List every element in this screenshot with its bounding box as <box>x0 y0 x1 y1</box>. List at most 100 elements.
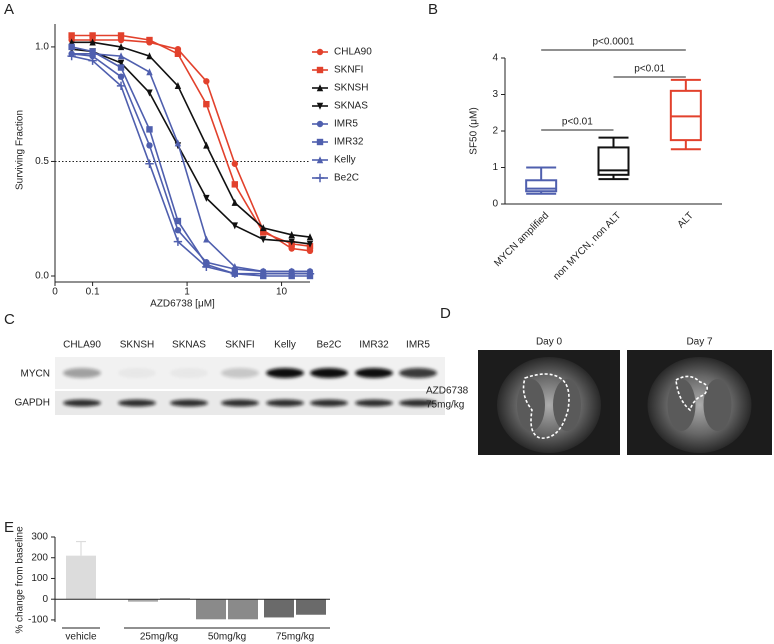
x-tick-label: 1 <box>184 287 190 298</box>
blot-band <box>399 368 437 378</box>
data-point <box>288 238 295 246</box>
y-tick-label: 0 <box>492 199 498 210</box>
y-tick-label: 0.5 <box>35 156 49 167</box>
blot-band <box>63 399 101 407</box>
legend-marker <box>315 173 325 183</box>
blot-band <box>221 368 259 378</box>
legend-marker <box>316 102 324 110</box>
data-point <box>146 89 153 97</box>
y-tick-label: 0.0 <box>35 271 49 282</box>
data-point <box>203 141 210 149</box>
legend-label: IMR5 <box>334 119 358 130</box>
timepoint-label: Day 7 <box>686 337 713 348</box>
data-point <box>260 224 267 232</box>
bar <box>296 599 326 615</box>
series-line <box>71 39 311 252</box>
data-point <box>203 194 210 202</box>
data-point <box>146 36 153 44</box>
data-point <box>231 198 239 206</box>
data-point <box>230 269 240 278</box>
x-tick-label: 50mg/kg <box>208 632 246 643</box>
y-tick-label: -100 <box>28 615 48 626</box>
y-tick-label: 1 <box>492 162 498 173</box>
data-point <box>231 181 239 188</box>
data-point <box>259 269 268 278</box>
lane-label: IMR5 <box>406 340 430 351</box>
y-axis-label: SF50 (μM) <box>469 107 480 154</box>
treatment-label: AZD6738 <box>426 386 469 397</box>
legend-label: SKNSH <box>334 83 368 94</box>
data-point <box>67 51 76 61</box>
legend-label: Be2C <box>334 173 359 184</box>
data-point <box>68 43 75 51</box>
data-point <box>146 142 153 149</box>
data-point <box>89 49 96 57</box>
panel-letter: D <box>440 305 451 322</box>
legend-label: SKNFI <box>334 65 363 76</box>
mri-tissue <box>703 379 732 431</box>
treatment-label: 75mg/kg <box>426 400 464 411</box>
legend-label: Kelly <box>334 155 356 166</box>
blot-band <box>221 399 259 407</box>
data-point <box>260 236 267 244</box>
bar <box>196 599 226 620</box>
mri-tissue <box>647 357 752 453</box>
series-line <box>71 46 310 277</box>
data-point <box>288 230 295 238</box>
series-line <box>71 41 311 238</box>
series-line <box>71 55 310 275</box>
lane-label: SKNFI <box>225 340 254 351</box>
mri-tissue <box>497 357 601 453</box>
legend-marker <box>316 156 324 164</box>
panel-letter: A <box>4 1 14 18</box>
data-point <box>145 159 154 168</box>
mri-tissue <box>553 379 581 431</box>
data-point <box>174 226 182 234</box>
data-point <box>117 73 125 80</box>
data-point <box>146 68 153 76</box>
x-tick-label: 10 <box>276 287 288 298</box>
bar <box>66 555 96 600</box>
blot-band <box>266 368 304 378</box>
annotation: p<0.01 <box>634 64 665 75</box>
data-point <box>306 240 314 248</box>
data-point <box>305 269 315 278</box>
annotation: p<0.0001 <box>593 37 635 48</box>
y-tick-label: 1.0 <box>35 42 49 53</box>
lane-label: SKNSH <box>120 340 154 351</box>
bar <box>160 598 190 600</box>
y-tick-label: 4 <box>492 53 498 64</box>
blot-band <box>355 399 393 407</box>
blot-band <box>310 399 348 407</box>
data-point <box>231 263 239 271</box>
annotation: p<0.01 <box>562 117 593 128</box>
data-point <box>173 237 183 246</box>
data-point <box>146 52 153 60</box>
data-point <box>203 235 210 243</box>
tumor-outline <box>522 373 570 439</box>
y-axis-label: % change from baseline <box>15 526 26 634</box>
lane-label: SKNAS <box>172 340 206 351</box>
data-point <box>287 269 296 278</box>
data-point <box>89 32 96 39</box>
legend-label: IMR32 <box>334 137 364 148</box>
panel-letter: C <box>4 311 15 328</box>
data-point <box>117 52 125 60</box>
x-tick-label: ALT <box>676 210 696 230</box>
blot-band <box>266 399 304 407</box>
box <box>525 179 558 193</box>
data-point <box>260 229 267 236</box>
blot-band <box>355 368 393 378</box>
bar <box>264 599 294 618</box>
panel-letter: B <box>428 1 438 18</box>
series-line <box>71 34 311 247</box>
data-point <box>146 126 153 133</box>
y-axis-label: Surviving Fraction <box>15 110 26 190</box>
x-tick-label: 0.1 <box>86 287 100 298</box>
y-tick-label: 0 <box>42 594 48 605</box>
data-point <box>174 82 182 90</box>
x-axis-label: AZD6738 [μM] <box>150 299 215 310</box>
data-point <box>89 38 96 46</box>
x-tick-label: 0 <box>52 287 58 298</box>
